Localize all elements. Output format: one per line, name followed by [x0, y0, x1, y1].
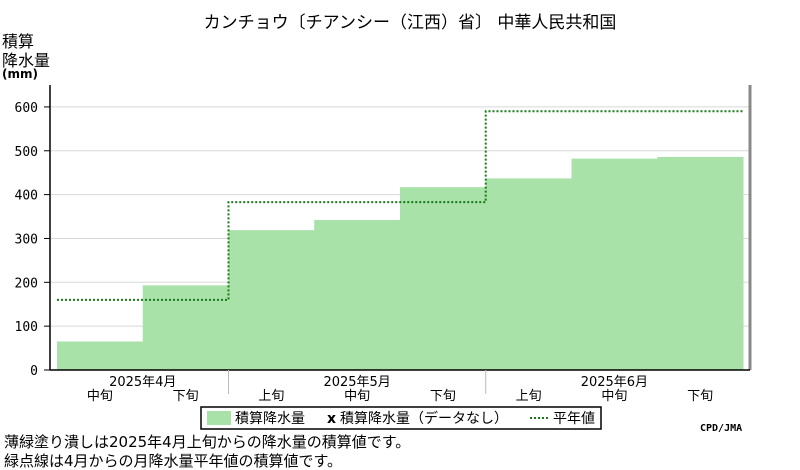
x-tick-label-dekad: 下旬 [430, 389, 456, 404]
cumulative-bar [571, 158, 658, 370]
x-tick-label-dekad: 中旬 [87, 389, 113, 404]
x-tick-label-dekad: 下旬 [173, 389, 199, 404]
y-tick-label: 400 [15, 189, 38, 204]
x-tick-label-dekad: 上旬 [516, 389, 542, 404]
x-tick-label-month: 2025年5月 [323, 375, 390, 390]
y-axis-ticks: 0 100 200 300 400 500 600 [15, 101, 50, 379]
cumulative-bar [314, 220, 401, 370]
chart-title: カンチョウ〔チアンシー（江西）省〕 中華人民共和国 [204, 13, 617, 33]
legend-label-normal: 平年値 [553, 411, 595, 427]
y-tick-label: 100 [15, 320, 38, 335]
cumulative-precipitation-area [57, 156, 744, 370]
x-tick-label-dekad: 中旬 [601, 389, 627, 404]
y-tick-label: 0 [30, 364, 38, 379]
x-tick-label-dekad: 中旬 [344, 389, 370, 404]
legend-swatch-area [207, 411, 231, 425]
x-tick-label-dekad: 上旬 [258, 389, 284, 404]
x-tick-label-dekad: 下旬 [687, 389, 713, 404]
y-axis-label-line-2: 降水量 [2, 51, 50, 70]
legend-box [200, 406, 602, 430]
y-axis-unit: (mm) [2, 67, 38, 81]
legend-marker-x: x [327, 411, 336, 427]
y-tick-label: 200 [15, 276, 38, 291]
cumulative-bar [485, 178, 572, 370]
normal-value-step-line [57, 110, 743, 301]
credit: CPD/JMA [700, 423, 742, 434]
x-tick-label-month: 2025年6月 [581, 375, 648, 390]
legend-label-nodata: 積算降水量（データなし） [340, 410, 508, 427]
cumulative-bar [400, 187, 487, 370]
plot-frame [49, 85, 752, 371]
legend-label-area: 積算降水量 [235, 411, 305, 427]
note-line-2: 緑点線は4月からの月降水量平年値の積算値です。 [4, 452, 342, 470]
y-axis-label-line-1: 積算 [2, 32, 34, 51]
cumulative-bar [142, 285, 229, 370]
y-tick-label: 300 [15, 232, 38, 247]
cumulative-bar [57, 341, 144, 370]
x-tick-label-month: 2025年4月 [109, 375, 176, 390]
y-tick-label: 600 [15, 101, 38, 116]
legend: 積算降水量 x 積算降水量（データなし） 平年値 [200, 406, 602, 430]
cumulative-bar [657, 156, 744, 370]
note-line-1: 薄緑塗り潰しは2025年4月上旬からの降水量の積算値です。 [4, 433, 410, 451]
y-tick-label: 500 [15, 145, 38, 160]
cumulative-bar [228, 230, 315, 370]
